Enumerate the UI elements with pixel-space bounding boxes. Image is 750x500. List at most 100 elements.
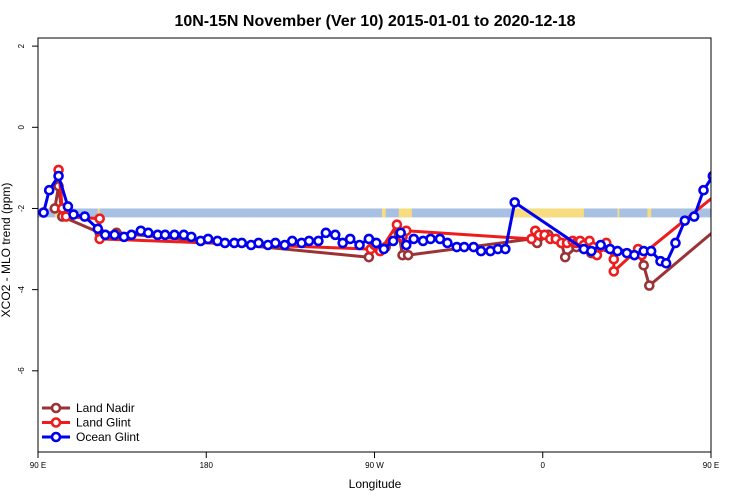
x-tick-label: 0 (541, 461, 546, 470)
data-point-land-nadir (638, 259, 650, 271)
data-point-ocean-glint (645, 245, 657, 257)
data-point-ocean-glint (159, 229, 171, 241)
legend-label: Land Nadir (76, 401, 135, 415)
y-tick-label: -2 (17, 204, 26, 212)
data-point-land-nadir (402, 249, 414, 261)
series-ocean-glint (38, 170, 711, 269)
legend-item-land-glint: Land Glint (42, 416, 131, 430)
data-point-ocean-glint (475, 245, 487, 257)
land-band-segment (647, 208, 652, 218)
data-point-ocean-glint (79, 211, 91, 222)
data-point-ocean-glint (509, 197, 521, 208)
x-tick-label: 90 E (703, 461, 719, 470)
data-point-ocean-glint (500, 243, 511, 255)
data-point-land-nadir (644, 280, 655, 291)
land-band-segment (97, 208, 100, 218)
data-point-ocean-glint (698, 184, 709, 196)
land-band-segment (398, 208, 412, 218)
land-band-segment (512, 208, 584, 218)
data-point-land-nadir (559, 251, 571, 263)
data-point-land-glint (608, 253, 620, 265)
data-point-ocean-glint (303, 235, 315, 247)
data-point-ocean-glint (458, 241, 470, 253)
data-point-ocean-glint (279, 239, 291, 251)
legend-swatch-marker (50, 402, 62, 414)
y-tick-label: -6 (17, 367, 26, 375)
data-point-ocean-glint (660, 257, 672, 269)
data-point-ocean-glint (629, 249, 640, 261)
data-point-land-glint (94, 213, 105, 224)
land-band-segment (617, 208, 620, 218)
data-point-ocean-glint (337, 237, 349, 249)
data-point-ocean-glint (286, 235, 298, 247)
data-point-ocean-glint (442, 237, 453, 249)
data-point-ocean-glint (169, 229, 180, 241)
data-point-ocean-glint (253, 237, 264, 249)
land-band-segment (381, 208, 386, 218)
data-point-ocean-glint (707, 171, 711, 181)
data-point-ocean-glint (92, 223, 104, 235)
ocean-band (38, 208, 711, 218)
legend-item-land-nadir: Land Nadir (42, 401, 135, 415)
data-point-ocean-glint (202, 233, 214, 245)
data-point-ocean-glint (395, 227, 406, 239)
data-point-ocean-glint (344, 233, 356, 245)
data-point-ocean-glint (68, 209, 79, 220)
data-point-ocean-glint (219, 237, 231, 249)
data-point-ocean-glint (313, 235, 324, 247)
data-point-ocean-glint (434, 233, 446, 245)
legend-swatch-marker (50, 417, 62, 428)
data-point-ocean-glint (126, 229, 137, 241)
legend-label: Ocean Glint (76, 430, 140, 444)
data-point-ocean-glint (425, 233, 436, 245)
data-point-ocean-glint (53, 170, 64, 182)
data-point-ocean-glint (595, 239, 607, 251)
data-point-ocean-glint (468, 241, 479, 253)
data-point-ocean-glint (670, 237, 681, 249)
data-point-ocean-glint (43, 184, 55, 196)
y-tick-label: -4 (17, 286, 26, 294)
series-layer (38, 164, 711, 291)
data-point-ocean-glint (387, 235, 399, 247)
y-tick-label: 0 (17, 125, 26, 130)
data-point-ocean-glint (408, 233, 420, 245)
data-point-ocean-glint (329, 229, 341, 241)
x-tick-label: 90 E (30, 461, 46, 470)
data-point-land-nadir (363, 251, 375, 263)
x-tick-label: 90 W (365, 461, 384, 470)
y-axis-label: XCO2 - MLO trend (ppm) (0, 183, 13, 318)
data-point-ocean-glint (320, 227, 332, 239)
data-point-ocean-glint (371, 237, 382, 249)
data-point-ocean-glint (354, 239, 365, 251)
x-axis-label: Longitude (349, 477, 402, 491)
data-point-ocean-glint (679, 215, 691, 226)
data-point-ocean-glint (586, 245, 597, 257)
data-point-ocean-glint (688, 211, 700, 222)
data-point-ocean-glint (185, 231, 197, 243)
data-point-ocean-glint (62, 201, 74, 212)
legend-swatch-marker (50, 431, 62, 443)
data-point-ocean-glint (400, 239, 412, 251)
y-axis: 2 0 -2 -4 -6 (17, 43, 38, 374)
data-point-ocean-glint (378, 243, 390, 255)
legend-item-ocean-glint: Ocean Glint (42, 430, 140, 444)
y-tick-label: 2 (17, 43, 26, 48)
chart-title: 10N-15N November (Ver 10) 2015-01-01 to … (174, 13, 575, 30)
data-point-land-glint (608, 266, 620, 277)
data-point-ocean-glint (363, 233, 375, 245)
x-axis: 90 E 180 90 W 0 90 E (30, 452, 719, 470)
data-point-ocean-glint (109, 229, 120, 241)
data-point-ocean-glint (142, 227, 154, 239)
data-point-ocean-glint (236, 237, 248, 249)
data-point-land-glint (526, 233, 537, 245)
land-ocean-band (38, 208, 711, 218)
data-point-ocean-glint (100, 229, 111, 241)
legend-label: Land Glint (76, 416, 131, 430)
x-tick-label: 180 (200, 461, 214, 470)
data-point-land-glint (391, 219, 403, 231)
data-point-ocean-glint (612, 245, 623, 257)
data-point-ocean-glint (38, 207, 49, 218)
data-point-ocean-glint (270, 237, 281, 249)
